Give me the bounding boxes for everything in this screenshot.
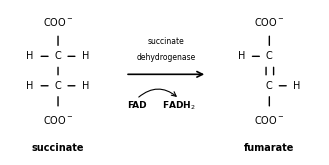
Text: succinate: succinate xyxy=(32,143,84,153)
Text: dehydrogenase: dehydrogenase xyxy=(137,53,196,63)
Text: H: H xyxy=(293,81,301,91)
Text: H: H xyxy=(82,51,89,61)
Text: COO$^-$: COO$^-$ xyxy=(43,114,73,126)
Text: C: C xyxy=(266,81,273,91)
Text: H: H xyxy=(238,51,245,61)
Text: COO$^-$: COO$^-$ xyxy=(254,114,285,126)
Text: FAD: FAD xyxy=(127,101,146,110)
Text: H: H xyxy=(27,81,34,91)
Text: C: C xyxy=(266,51,273,61)
Text: H: H xyxy=(82,81,89,91)
Text: C: C xyxy=(55,51,62,61)
Text: H: H xyxy=(27,51,34,61)
Text: COO$^-$: COO$^-$ xyxy=(254,16,285,28)
Text: succinate: succinate xyxy=(148,37,185,46)
Text: fumarate: fumarate xyxy=(244,143,294,153)
Text: COO$^-$: COO$^-$ xyxy=(43,16,73,28)
Text: FADH$_2$: FADH$_2$ xyxy=(163,99,196,112)
Text: C: C xyxy=(55,81,62,91)
